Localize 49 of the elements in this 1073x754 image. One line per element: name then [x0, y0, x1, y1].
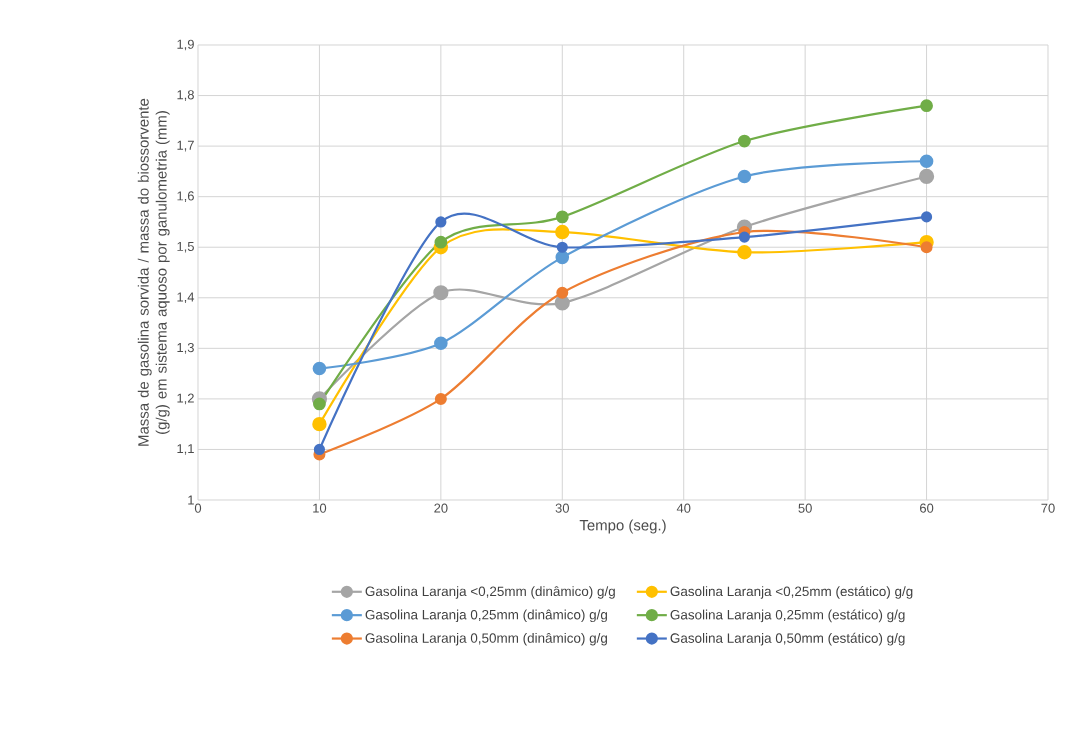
x-tick-label: 10 [313, 503, 327, 513]
legend-label: Gasolina Laranja 0,50mm (estático) g/g [670, 632, 905, 646]
point [434, 235, 448, 249]
x-tick-label: 50 [798, 503, 812, 513]
legend-label: Gasolina Laranja <0,25mm (estático) g/g [670, 586, 913, 599]
point [556, 241, 568, 253]
point [312, 416, 327, 432]
legend-label: Gasolina Laranja 0,50mm (dinâmico) g/g [365, 632, 607, 646]
x-tick-label: 20 [434, 503, 448, 513]
point [312, 361, 327, 376]
y-tick-label: 1,3 [177, 342, 194, 354]
y-tick-label: 1,9 [177, 39, 194, 51]
point [737, 245, 752, 260]
x-tick-label: 30 [555, 503, 569, 513]
point [434, 392, 447, 405]
point [434, 336, 448, 351]
y-tick-label: 1,4 [177, 292, 195, 304]
point [435, 216, 447, 228]
point [920, 211, 933, 223]
legend-label: Gasolina Laranja 0,25mm (estático) g/g [670, 609, 905, 623]
point [918, 168, 935, 185]
y-tick-label: 1,6 [177, 191, 194, 203]
point [433, 285, 449, 301]
y-tick-label: 1,8 [177, 90, 194, 101]
x-tick-label: 0 [194, 503, 202, 513]
legend-label: Gasolina Laranja 0,25mm (dinâmico) g/g [365, 609, 607, 623]
y-tick-label: 1,2 [177, 393, 194, 405]
point [919, 154, 934, 169]
point [555, 210, 569, 224]
x-tick-label: 40 [676, 503, 691, 513]
point [555, 250, 570, 265]
x-tick-label: 70 [1041, 503, 1055, 513]
legend-label: Gasolina Laranja <0,25mm (dinâmico) g/g [365, 586, 615, 599]
point [920, 241, 933, 254]
point [313, 443, 326, 456]
y-tick-label: 1,1 [177, 444, 194, 455]
x-axis-title: Tempo (seg.) [579, 519, 666, 534]
point [738, 231, 751, 243]
y-tick-label: 1 [188, 495, 194, 505]
point [556, 286, 569, 299]
point [920, 99, 933, 113]
point [738, 134, 751, 148]
point [737, 169, 752, 184]
point [555, 224, 570, 240]
y-tick-label: 1,5 [177, 241, 194, 253]
point [313, 397, 326, 411]
y-tick-label: 1,7 [177, 140, 194, 152]
x-tick-label: 60 [920, 503, 934, 513]
y-axis-title: Massa de gasolina sorvida / massa do biossorvente (g/g) em sistema aquoso por ganulometria (mm) [137, 98, 170, 446]
